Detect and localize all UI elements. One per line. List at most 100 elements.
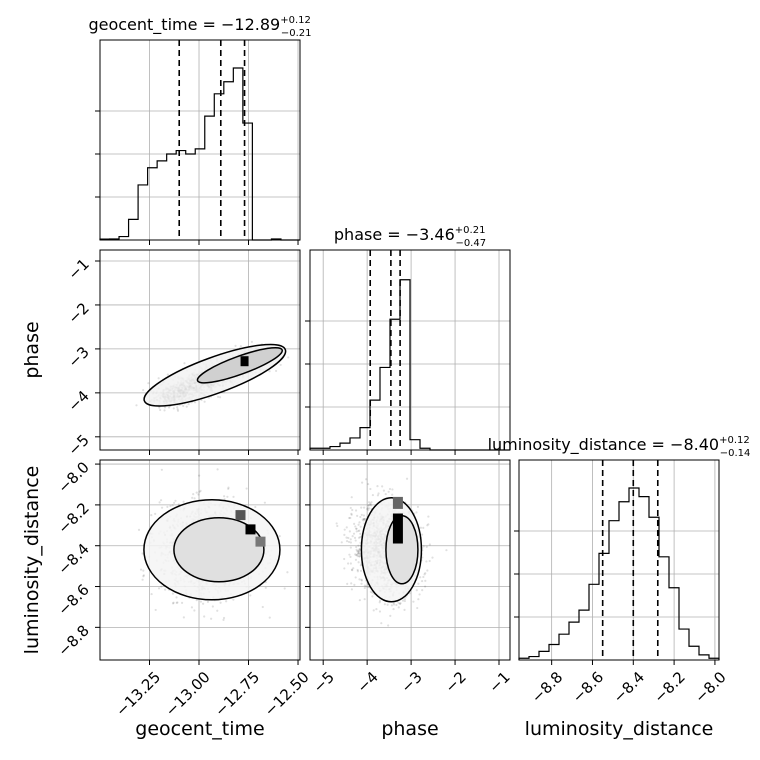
sample-point: [370, 504, 373, 507]
density-cell: [235, 510, 246, 521]
x-tick-label: −8.2: [650, 668, 688, 706]
sample-point: [347, 536, 350, 540]
sample-point: [159, 408, 162, 412]
sample-point: [347, 562, 350, 565]
sample-point: [422, 545, 425, 548]
sample-point: [350, 582, 353, 585]
sample-point: [227, 486, 230, 489]
sample-point: [424, 579, 427, 582]
title-sup: +0.21: [455, 225, 486, 236]
sample-point: [203, 615, 206, 618]
histogram-phase: [309, 279, 510, 451]
x-tick-label: −3: [397, 668, 425, 696]
sample-point: [383, 603, 386, 606]
y-tick-label: −5: [64, 431, 92, 459]
sample-point: [369, 502, 372, 505]
sample-point: [387, 490, 390, 493]
sample-point: [376, 485, 379, 488]
sample-point: [142, 569, 145, 572]
sample-point: [363, 586, 366, 590]
sample-point: [175, 601, 178, 604]
x-tick-label: −8.4: [610, 668, 648, 706]
sample-point: [427, 523, 430, 526]
sample-point: [359, 569, 363, 572]
y-axis-luminosity_distance: [305, 463, 310, 628]
sample-point: [375, 607, 378, 611]
sample-point: [422, 575, 425, 579]
sample-point: [268, 616, 271, 619]
sample-point: [371, 591, 374, 594]
sample-point: [425, 560, 428, 563]
title-main: phase = −3.46: [334, 225, 455, 244]
sample-point: [424, 585, 427, 588]
sample-point: [286, 571, 289, 574]
sample-point: [191, 496, 194, 499]
sample-point: [427, 515, 430, 518]
sample-point: [351, 535, 354, 538]
sample-point: [343, 533, 346, 536]
sample-point: [211, 605, 214, 608]
y-tick-label: −2: [64, 299, 92, 327]
contour-inner: [173, 517, 265, 583]
sample-point: [359, 564, 362, 567]
density-peak: [240, 356, 249, 367]
hist-panel-geocent_time: geocent_time = −12.89+0.12 −0.21: [88, 15, 312, 241]
sample-point: [356, 550, 359, 553]
sample-point: [351, 569, 354, 572]
sample-point: [358, 521, 361, 524]
x-tick-label: −2: [441, 668, 469, 696]
sample-point: [379, 599, 382, 602]
scatter-panel-geocent_time-phase: [99, 249, 301, 451]
sample-point: [193, 497, 196, 500]
x-axis-label-luminosity_distance: luminosity_distance: [525, 718, 714, 740]
sample-point: [358, 554, 361, 557]
sample-point: [180, 601, 184, 604]
sample-point: [163, 406, 167, 409]
sample-point: [421, 589, 424, 592]
title-sub: −0.21: [281, 28, 312, 39]
sample-point: [157, 377, 160, 380]
sample-point: [395, 603, 398, 607]
sample-point: [249, 594, 252, 597]
sample-point: [362, 519, 365, 522]
sample-point: [358, 578, 361, 581]
sample-point: [357, 536, 361, 539]
sample-point: [368, 507, 371, 510]
y-tick-label: −8.0: [54, 458, 92, 496]
sample-point: [363, 598, 366, 601]
sample-point: [142, 389, 145, 392]
sample-point: [363, 584, 366, 587]
sample-point: [417, 598, 420, 601]
sample-point: [190, 606, 194, 609]
title-sup: +0.12: [280, 15, 311, 26]
x-tick-label: −8.0: [691, 668, 729, 706]
sample-point: [356, 570, 359, 573]
sample-point: [175, 596, 178, 599]
sample-point: [176, 408, 179, 411]
sample-point: [245, 487, 248, 490]
sample-point: [361, 481, 364, 484]
sample-point: [361, 518, 364, 521]
x-tick-label: −12.50: [261, 668, 313, 720]
sample-point: [416, 606, 419, 610]
x-tick-label: −13.25: [112, 668, 164, 720]
sample-point: [357, 544, 360, 547]
sample-point: [418, 593, 421, 596]
panel-frame: [309, 459, 511, 661]
sample-point: [150, 514, 153, 517]
x-tick-label: −12.75: [211, 668, 263, 720]
x-tick-label: −8.8: [528, 668, 566, 706]
sample-point: [362, 506, 366, 509]
sample-point: [358, 548, 361, 551]
sample-point: [192, 492, 195, 496]
x-axis-geocent_time: [149, 450, 299, 455]
sample-point: [150, 592, 153, 596]
sample-point: [223, 495, 226, 498]
panel-frame: [99, 459, 301, 661]
sample-point: [420, 579, 424, 583]
panel-frame: [99, 249, 301, 451]
sample-point: [199, 489, 202, 492]
y-tick-label: −8.4: [54, 540, 92, 578]
sample-point: [137, 528, 141, 531]
sample-point: [171, 504, 174, 507]
